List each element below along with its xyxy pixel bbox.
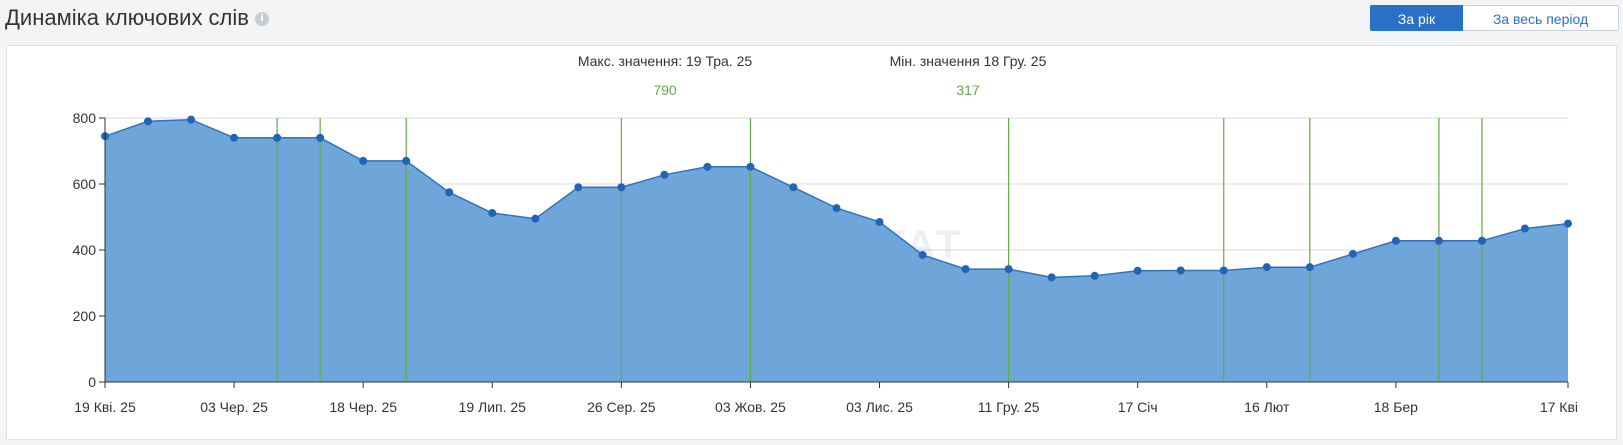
data-point bbox=[402, 156, 411, 165]
y-tick-label: 400 bbox=[73, 242, 97, 258]
area-fill bbox=[105, 119, 1568, 382]
data-point bbox=[445, 188, 454, 197]
data-point bbox=[703, 162, 712, 171]
data-point bbox=[746, 162, 755, 171]
data-point bbox=[531, 214, 540, 223]
max-value: 790 bbox=[653, 82, 677, 98]
data-point bbox=[875, 217, 884, 226]
info-icon[interactable]: i bbox=[254, 12, 269, 27]
data-point bbox=[316, 133, 325, 142]
x-tick-label: 19 Кві. 25 bbox=[74, 399, 136, 415]
x-axis-ticks: 19 Кві. 25 03 Чер. 25 18 Чер. 25 19 Лип. 25… bbox=[74, 382, 1578, 415]
max-label: Макс. значення: 19 Тра. 25 bbox=[578, 53, 753, 69]
x-tick-label: 26 Сер. 25 bbox=[587, 399, 656, 415]
header: Динаміка ключових слів i За рік За весь п… bbox=[0, 0, 1623, 44]
data-point bbox=[1348, 249, 1357, 258]
event-markers bbox=[276, 118, 1483, 382]
x-tick-label: 17 Кві bbox=[1540, 399, 1578, 415]
data-point bbox=[187, 115, 196, 124]
period-all-button[interactable]: За весь період bbox=[1463, 5, 1619, 31]
x-tick-label: 17 Січ bbox=[1118, 399, 1158, 415]
data-point bbox=[918, 250, 927, 259]
x-tick-label: 03 Жов. 25 bbox=[715, 399, 786, 415]
x-tick-label: 03 Лис. 25 bbox=[846, 399, 913, 415]
data-point bbox=[617, 183, 626, 192]
data-point bbox=[144, 117, 153, 126]
y-tick-label: 800 bbox=[73, 110, 97, 126]
data-points bbox=[101, 115, 1572, 282]
data-point bbox=[1391, 236, 1400, 245]
data-point bbox=[1520, 224, 1529, 233]
y-tick-label: 0 bbox=[88, 374, 96, 390]
x-tick-label: 03 Чер. 25 bbox=[200, 399, 268, 415]
data-point bbox=[1090, 271, 1099, 280]
y-tick-label: 600 bbox=[73, 176, 97, 192]
data-point bbox=[1434, 236, 1443, 245]
min-value: 317 bbox=[956, 82, 980, 98]
data-point bbox=[230, 133, 239, 142]
data-point bbox=[789, 183, 798, 192]
data-point bbox=[1477, 236, 1486, 245]
y-tick-label: 200 bbox=[73, 308, 97, 324]
x-tick-label: 11 Гру. 25 bbox=[978, 399, 1040, 415]
data-point bbox=[1564, 219, 1572, 228]
x-tick-label: 18 Бер bbox=[1374, 399, 1418, 415]
data-point bbox=[359, 156, 368, 165]
period-toggle: За рік За весь період bbox=[1370, 5, 1619, 31]
data-point bbox=[574, 183, 583, 192]
x-tick-label: 18 Чер. 25 bbox=[329, 399, 397, 415]
y-axis-ticks: 0 200 400 600 800 bbox=[73, 110, 105, 390]
data-point bbox=[1219, 266, 1228, 275]
data-point bbox=[1047, 273, 1056, 282]
data-point bbox=[1305, 263, 1314, 272]
min-label: Мін. значення 18 Гру. 25 bbox=[890, 53, 1047, 69]
data-point bbox=[1133, 266, 1142, 275]
data-point bbox=[660, 170, 669, 179]
data-point bbox=[1004, 265, 1013, 274]
page-title-text: Динаміка ключових слів bbox=[5, 5, 249, 30]
data-point bbox=[832, 204, 841, 213]
x-tick-label: 19 Лип. 25 bbox=[459, 399, 527, 415]
data-point bbox=[1262, 263, 1271, 272]
data-point bbox=[273, 133, 282, 142]
period-year-button[interactable]: За рік bbox=[1370, 5, 1463, 31]
page-title: Динаміка ключових слів i bbox=[5, 5, 269, 31]
x-tick-label: 16 Лют bbox=[1244, 399, 1290, 415]
data-point bbox=[1176, 266, 1185, 275]
data-point bbox=[488, 209, 497, 218]
data-point bbox=[961, 265, 970, 274]
